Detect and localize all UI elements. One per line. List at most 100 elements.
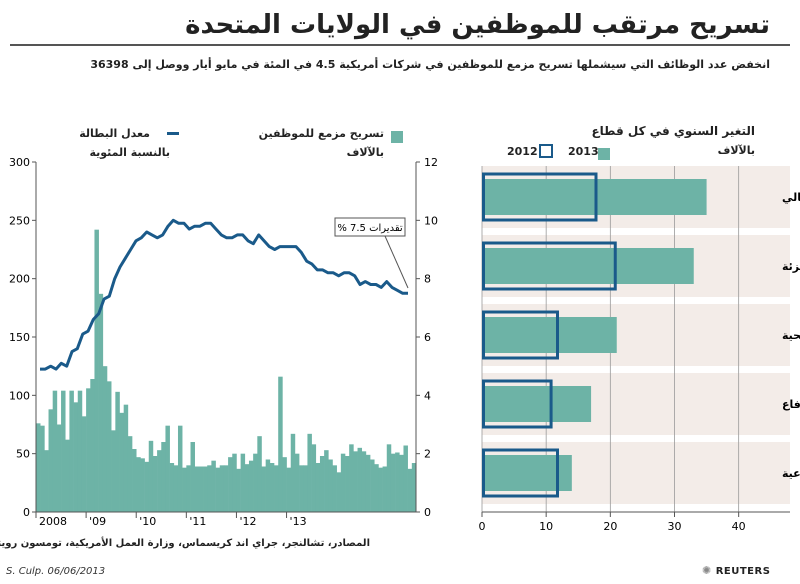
layoff-bar	[144, 461, 150, 512]
sector-label: البضائع الصناعية	[782, 467, 800, 480]
layoff-bar	[211, 460, 216, 512]
layoff-bar	[90, 379, 95, 512]
layoff-bar	[198, 466, 204, 512]
layoff-bar	[169, 463, 175, 512]
layoff-bar	[261, 466, 266, 512]
layoff-bar	[403, 445, 408, 512]
layoff-bar	[253, 453, 258, 512]
legend-2013-swatch	[598, 145, 610, 164]
bar-2013	[482, 248, 694, 284]
layoff-bar	[152, 456, 158, 512]
sector-x-tick-label: 40	[732, 520, 746, 533]
layoff-bar	[328, 459, 333, 512]
left-tick-label: 300	[9, 156, 30, 169]
layoff-bar	[136, 457, 141, 512]
sector-x-tick-label: 20	[603, 520, 617, 533]
bar-2013	[482, 317, 617, 353]
layoff-bar	[294, 453, 300, 512]
layoff-bar	[173, 465, 179, 512]
sector-label: الرعاية الصحية	[782, 329, 800, 342]
layoff-bar	[123, 404, 129, 512]
layoff-bar	[307, 433, 312, 512]
legend-bars-swatch	[391, 128, 403, 147]
layoff-bar	[190, 442, 195, 512]
layoff-bar	[203, 466, 208, 512]
layoff-bar	[232, 453, 237, 512]
reuters-logo-text: REUTERS	[715, 566, 771, 577]
reuters-logo: ✺ REUTERS	[702, 564, 770, 577]
x-tick-label: '11	[189, 515, 206, 528]
layoff-bar	[278, 376, 283, 512]
layoff-bar	[353, 451, 358, 512]
layoff-bar	[65, 439, 70, 512]
layoff-bar	[186, 465, 191, 512]
layoff-bar	[399, 454, 404, 512]
layoff-bar	[77, 390, 83, 512]
layoff-bar	[36, 423, 41, 512]
sector-chart-unit: بالآلاف	[717, 144, 755, 157]
chart-subtitle: انخفض عدد الوظائف التي سيشملها تسريح مزم…	[90, 58, 770, 71]
x-tick-label: 2008	[39, 515, 67, 528]
page-title: تسريح مرتقب للموظفين في الولايات المتحدة	[185, 10, 770, 40]
layoff-bar	[319, 456, 325, 512]
layoff-bar	[102, 366, 108, 512]
layoff-bar	[244, 464, 250, 512]
credit-note: S. Culp. 06/06/2013	[6, 566, 106, 577]
sector-x-tick-label: 0	[479, 520, 486, 533]
layoff-bar	[390, 453, 396, 512]
legend-bars-label: تسريح مزمع للموظفين	[258, 127, 384, 140]
layoff-bar	[223, 465, 229, 512]
layoff-bar	[386, 444, 392, 512]
right-axis-unit: بالنسبة المئوية	[89, 146, 170, 159]
x-tick-label: '09	[89, 515, 106, 528]
layoff-bar	[157, 450, 162, 512]
layoff-bar	[345, 456, 350, 512]
bar-2012	[482, 241, 617, 291]
layoff-bar	[370, 459, 375, 512]
layoff-bar	[165, 425, 170, 512]
title-divider	[10, 44, 790, 46]
layoff-bar	[332, 465, 337, 512]
source-note: المصادر، تشالنجر، جراي اند كريسماس، وزار…	[0, 538, 370, 549]
unemployment-line	[40, 218, 408, 371]
layoff-bar	[395, 452, 400, 512]
layoff-bar	[269, 463, 275, 512]
estimate-label: تقديرات 7.5 %	[337, 223, 403, 234]
layoff-bar	[56, 424, 62, 512]
bar-2012	[482, 448, 559, 498]
layoff-bar	[44, 450, 49, 512]
layoff-bar	[315, 463, 321, 512]
sector-x-tick-label: 30	[668, 520, 682, 533]
layoff-bar	[69, 390, 74, 512]
layoff-bar	[207, 465, 212, 512]
left-tick-label: 0	[23, 506, 30, 519]
layoff-bar	[115, 391, 120, 512]
layoff-bar	[177, 425, 183, 512]
layoff-bar	[357, 447, 363, 512]
layoff-bar	[378, 467, 383, 512]
right-tick-label: 0	[424, 506, 431, 519]
layoff-bar	[48, 409, 54, 512]
layoff-bar	[111, 430, 116, 512]
reuters-logo-icon: ✺	[702, 564, 712, 577]
layoff-bar	[286, 467, 292, 512]
layoff-bar	[127, 436, 133, 512]
sector-label: المالي	[782, 191, 800, 204]
layoff-bar	[140, 458, 145, 512]
layoff-bar	[161, 442, 166, 512]
layoff-bar	[132, 449, 137, 512]
layoff-bar	[98, 293, 104, 512]
left-tick-label: 250	[9, 214, 30, 227]
layoff-bar	[340, 453, 346, 512]
left-axis-unit: بالآلاف	[346, 146, 384, 159]
layoff-bar	[303, 465, 308, 512]
bar-2012	[482, 310, 559, 360]
layoff-bar	[119, 412, 124, 512]
layoff-bar	[81, 416, 87, 512]
layoff-bar	[257, 436, 262, 512]
left-tick-label: 50	[16, 448, 30, 461]
layoff-bar	[215, 467, 221, 512]
legend-2012-swatch	[539, 144, 553, 158]
right-tick-label: 12	[424, 156, 438, 169]
x-tick-label: '13	[290, 515, 307, 528]
